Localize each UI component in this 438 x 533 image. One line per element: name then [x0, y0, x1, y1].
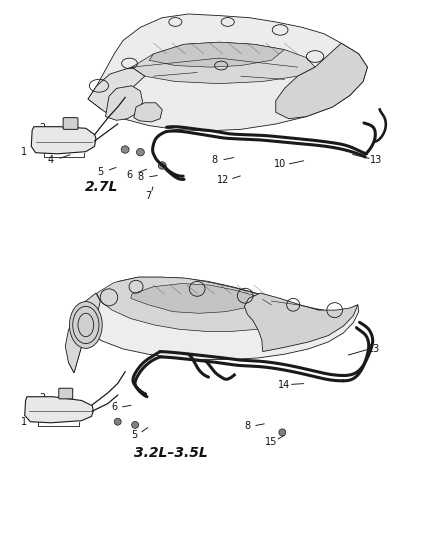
Polygon shape: [65, 293, 100, 373]
Ellipse shape: [158, 162, 166, 169]
Polygon shape: [31, 127, 96, 154]
Text: 8: 8: [138, 172, 144, 182]
Text: 5: 5: [97, 167, 103, 177]
Ellipse shape: [70, 302, 102, 349]
Text: 14: 14: [279, 379, 291, 390]
Text: 3.2L–3.5L: 3.2L–3.5L: [134, 446, 208, 459]
Text: 6: 6: [127, 169, 133, 180]
Text: 15: 15: [265, 437, 278, 447]
Polygon shape: [106, 86, 143, 120]
Text: 1: 1: [21, 417, 27, 427]
Polygon shape: [149, 42, 285, 67]
Text: 12: 12: [217, 175, 230, 185]
Ellipse shape: [114, 418, 121, 425]
Polygon shape: [88, 14, 367, 131]
Text: 13: 13: [370, 155, 382, 165]
Text: 8: 8: [244, 421, 251, 431]
Polygon shape: [132, 42, 315, 84]
Text: 5: 5: [131, 430, 137, 440]
Text: 6: 6: [111, 402, 117, 413]
Text: 7: 7: [145, 191, 152, 201]
Ellipse shape: [279, 429, 286, 436]
Polygon shape: [97, 277, 321, 332]
Text: 3: 3: [32, 134, 38, 144]
Text: 4: 4: [48, 155, 54, 165]
Polygon shape: [88, 67, 145, 112]
Polygon shape: [244, 293, 358, 352]
Ellipse shape: [132, 422, 139, 429]
Polygon shape: [25, 397, 93, 423]
Polygon shape: [276, 43, 367, 119]
FancyBboxPatch shape: [59, 388, 73, 399]
Text: 2: 2: [39, 393, 45, 403]
Text: 1: 1: [21, 147, 27, 157]
Text: 10: 10: [274, 159, 286, 169]
FancyBboxPatch shape: [63, 118, 78, 130]
Polygon shape: [134, 103, 162, 122]
Text: 2: 2: [39, 123, 45, 133]
Text: 2.7L: 2.7L: [85, 180, 118, 194]
Text: 13: 13: [368, 344, 380, 354]
Polygon shape: [68, 277, 359, 373]
Ellipse shape: [137, 149, 145, 156]
Text: 8: 8: [212, 155, 218, 165]
Ellipse shape: [121, 146, 129, 154]
Polygon shape: [131, 284, 261, 313]
